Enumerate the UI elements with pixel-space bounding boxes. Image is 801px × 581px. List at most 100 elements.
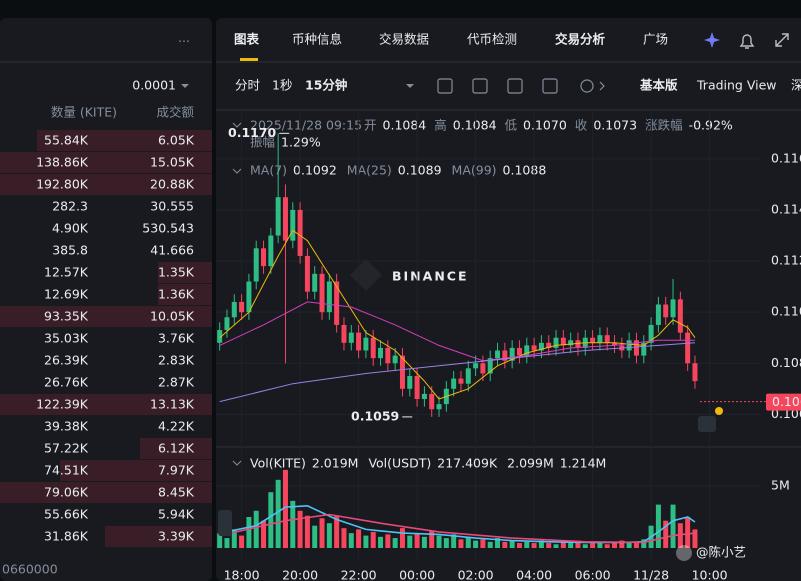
volume-bar [231,529,237,548]
bell-icon[interactable] [739,34,755,49]
quantity: 12.57K [44,265,89,280]
interval[interactable]: 1秒 [272,78,292,93]
volume-bar [663,520,669,548]
amount: 6.05K [158,133,195,148]
extreme-label: 0.1170 [228,125,277,140]
tool-icon[interactable] [542,78,558,94]
tool-icon[interactable] [472,78,488,94]
candle-body [670,299,676,318]
y-tick-label: 0.1120 [771,253,801,268]
volume-bar [641,539,647,548]
volume-bar [487,541,493,548]
quantity: 122.39K [36,397,89,412]
candle-body [590,337,596,343]
amount: 1.35K [158,265,195,280]
x-tick-label: 06:00 [575,568,611,581]
menu-button[interactable]: ··· [178,34,190,49]
candle-body [312,273,318,292]
volume-bar [385,534,391,548]
view-option[interactable]: 基本版 [639,78,678,93]
volume-bar [304,515,310,548]
info-label: 低 [505,118,518,133]
depth-bar [0,174,212,195]
tab[interactable]: 交易数据 [379,32,429,47]
tab[interactable]: 代币检测 [467,32,517,47]
volume-bar [458,539,464,548]
candle-body [575,340,581,348]
volume-bar [326,523,332,548]
view-option[interactable]: Trading View [696,78,777,93]
volume-bar [553,544,559,548]
amount: 15.05K [150,155,195,170]
info-value: 0.1073 [593,118,637,133]
sparkle-icon[interactable] [704,32,720,48]
volume-bar [429,530,435,548]
candle-body [597,335,603,343]
candle-body [648,324,654,343]
tool-icon[interactable] [437,78,453,94]
x-tick-label: 04:00 [516,568,552,581]
tab[interactable]: 交易分析 [555,32,606,47]
volume-bar [407,535,413,548]
quantity: 385.8 [52,243,88,258]
more-icon[interactable] [599,81,605,91]
indicator-line [219,342,696,403]
candle-body [612,342,618,346]
expand-icon[interactable] [775,33,789,47]
collapse-icon[interactable] [232,122,242,128]
last-price-label: 0.1065 [772,394,801,409]
volume-bar [509,540,515,548]
precision-select[interactable]: 0.0001 [132,78,176,93]
note-button[interactable] [698,416,716,432]
watermark-logo [350,259,382,291]
plot: 2025/11/28 09:15 开 0.1084 高 0.1084 低 0.1070 收 0.… [216,112,801,581]
quantity: 12.69K [44,287,89,302]
x-tick-label: 18:00 [224,568,260,581]
candle-body [378,347,384,359]
depth-bar [0,306,212,327]
candle-body [473,363,479,369]
depth-bar [60,460,212,481]
column-header: 成交额 [156,105,194,120]
amount: 20.88K [150,177,195,192]
amount: 41.666 [150,243,194,258]
info-value: 0.1084 [453,118,497,133]
volume-bar [436,535,442,548]
status-dot [715,407,723,415]
volume-bar [275,479,281,548]
y-tick-label: 0.1080 [771,355,801,370]
volume-bar [560,541,566,548]
volume-bar [502,541,508,548]
interval[interactable]: 分时 [235,78,261,93]
candle-body [502,350,508,361]
interval[interactable]: 15分钟 [305,78,347,93]
dropdown-icon [181,84,189,88]
volume-bar [224,538,230,548]
candle-body [655,304,661,325]
amount: 1.36K [158,287,195,302]
tab[interactable]: 图表 [234,32,260,47]
candle-body [261,248,267,267]
candle-body [407,376,413,389]
tab[interactable]: 币种信息 [292,32,342,47]
tool-icon[interactable] [580,79,594,93]
view-option[interactable]: 深 [791,78,801,93]
quantity: 26.39K [44,353,89,368]
volume-bar [261,520,267,548]
candle-body [553,337,559,348]
candle-body [326,281,332,313]
collapse-icon[interactable] [232,460,242,466]
quantity: 79.06K [44,485,89,500]
volume-bar [473,540,479,548]
y2-tick-label: 5M [771,478,790,493]
interval-dropdown[interactable] [406,84,414,88]
tab[interactable]: 广场 [643,32,668,47]
volume-bar [253,510,259,548]
collapse-icon[interactable] [232,168,242,174]
candle-body [451,378,457,389]
volume-bar [297,510,303,548]
tool-icon[interactable] [507,78,523,94]
y-tick-label: 0.1140 [771,201,801,216]
scroll-button[interactable] [218,510,232,536]
candle-body [538,342,544,351]
